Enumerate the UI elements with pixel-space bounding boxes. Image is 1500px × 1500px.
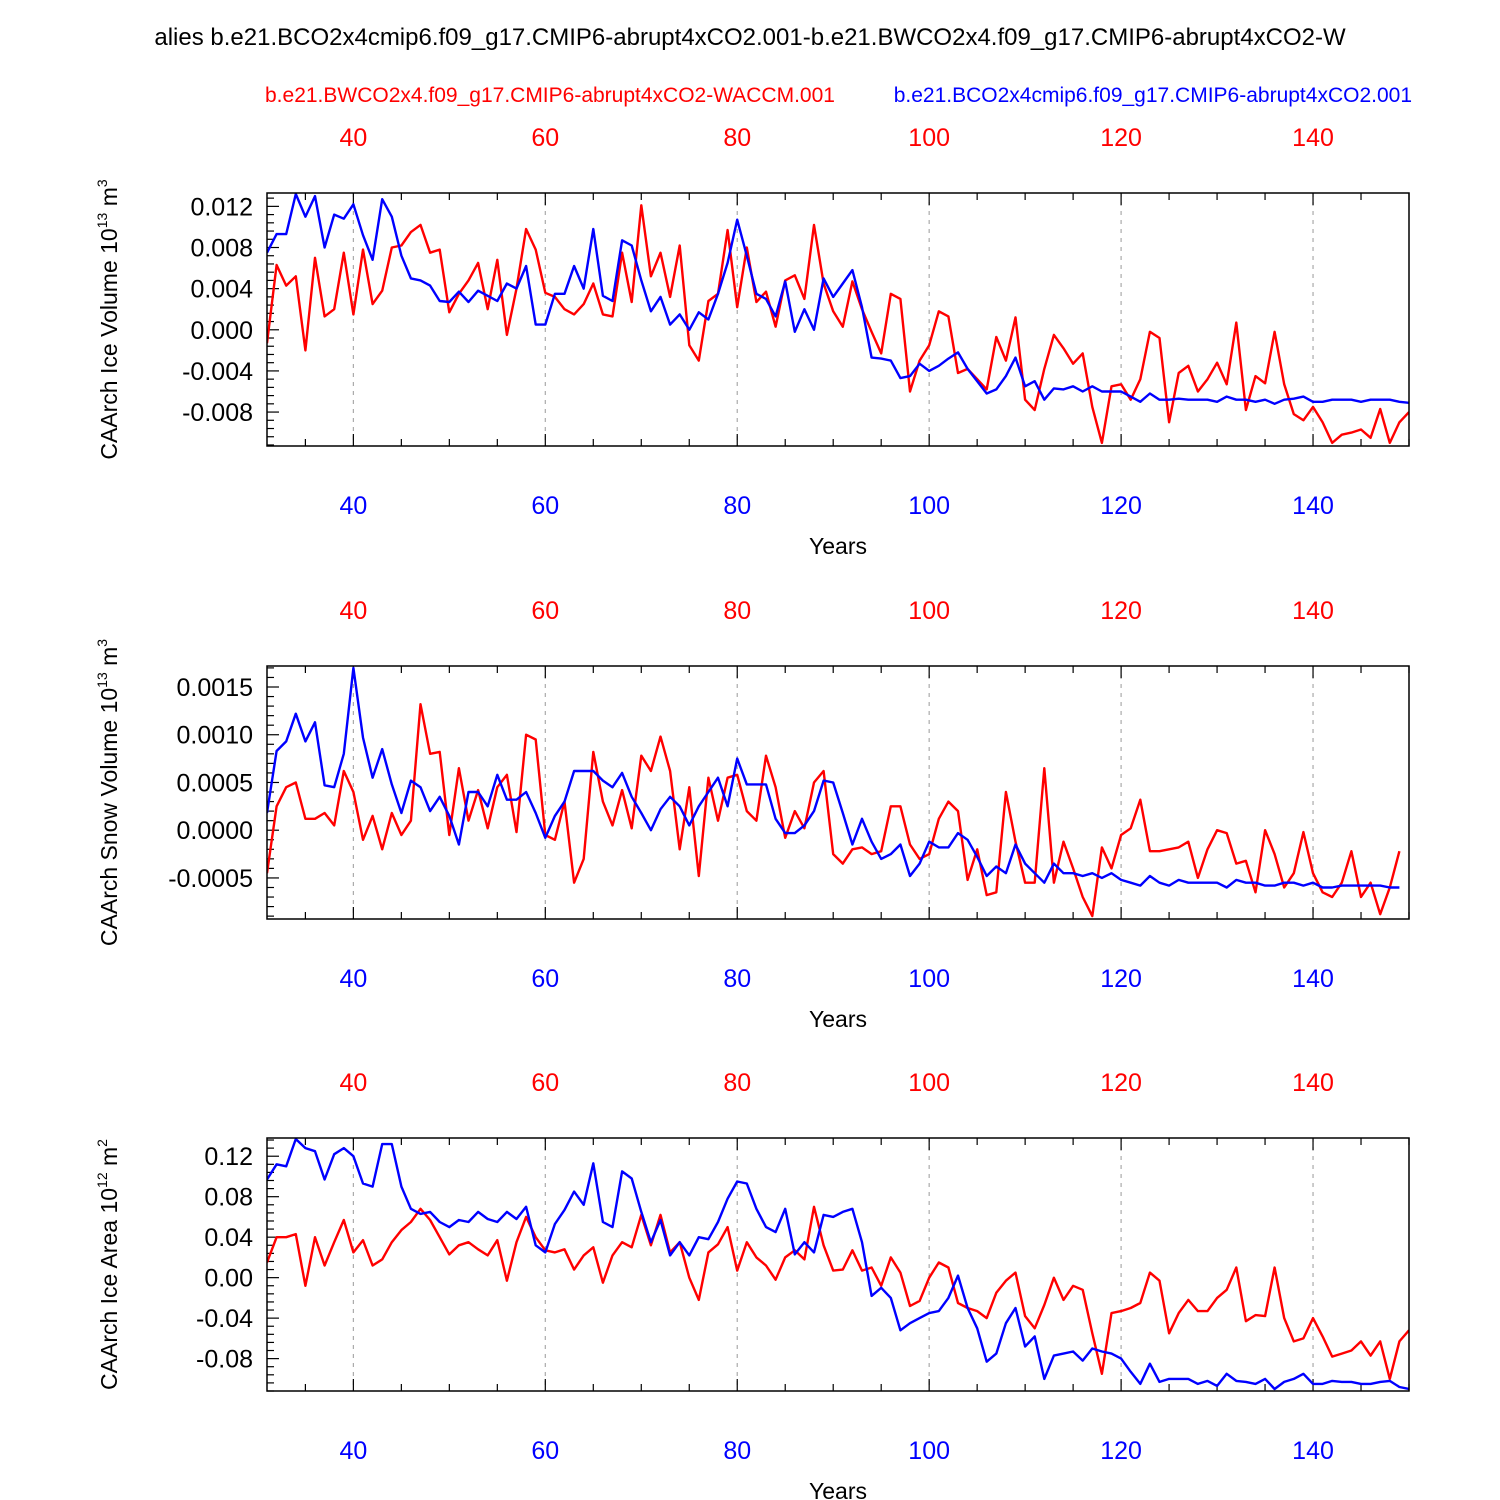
y-tick-label: -0.008 [182,399,253,427]
y-tick-label: 0.008 [190,235,253,263]
x-tick-label-bottom: 80 [723,492,751,520]
y-tick-label: 0.04 [204,1224,253,1252]
x-tick-label-top: 60 [531,1069,559,1097]
x-tick-label-top: 120 [1100,124,1142,152]
x-tick-label-top: 80 [723,1069,751,1097]
x-tick-label-bottom: 100 [908,492,950,520]
y-tick-label: 0.012 [190,193,253,221]
y-tick-label: -0.004 [182,358,253,386]
plot-frame [266,192,1410,447]
x-tick-label-bottom: 120 [1100,492,1142,520]
x-axis-label: Years [809,1478,867,1500]
y-tick-label: -0.04 [196,1305,253,1333]
panel-2: 0.0015 0.0010 0.0005 0.0000 -0.0005 40 40 60 60 8… [94,597,1410,1032]
x-tick-label-top: 100 [908,124,950,152]
x-tick-label-top: 140 [1292,124,1334,152]
y-tick-label: -0.08 [196,1346,253,1374]
x-tick-label-bottom: 120 [1100,965,1142,993]
x-tick-label-bottom: 120 [1100,1437,1142,1465]
x-tick-label-top: 100 [908,597,950,625]
x-tick-label-bottom: 100 [908,1437,950,1465]
series-line-red [267,703,1401,918]
y-tick-label: 0.0005 [177,769,253,797]
x-axis-label: Years [809,1006,867,1032]
x-tick-label-bottom: 140 [1292,1437,1334,1465]
x-tick-label-bottom: 40 [339,492,367,520]
y-tick-label: 0.0010 [177,722,253,750]
x-tick-label-top: 40 [339,124,367,152]
y-tick-label: 0.004 [190,276,253,304]
y-tick-label: 0.0000 [177,817,253,845]
x-tick-label-top: 60 [531,124,559,152]
legend-blue-label: b.e21.BCO2x4cmip6.f09_g17.CMIP6-abrupt4x… [894,84,1412,107]
series-line-red [267,204,1409,445]
series-line-blue [267,666,1400,889]
x-tick-label-top: 120 [1100,597,1142,625]
y-axis-label: CAArch Snow Volume 1013 m3 [94,639,122,946]
x-tick-label-bottom: 60 [531,1437,559,1465]
x-tick-label-bottom: 100 [908,965,950,993]
x-tick-label-bottom: 140 [1292,965,1334,993]
x-tick-label-bottom: 140 [1292,492,1334,520]
x-tick-label-top: 60 [531,597,559,625]
x-tick-label-top: 140 [1292,597,1334,625]
x-tick-label-bottom: 80 [723,965,751,993]
y-tick-label: 0.000 [190,317,253,345]
x-tick-label-top: 80 [723,124,751,152]
panel-1: 0.012 0.008 0.004 0.000 -0.004 -0.008 40 40 60 60… [94,124,1410,559]
plot-frame [266,665,1410,920]
x-tick-label-top: 120 [1100,1069,1142,1097]
x-tick-label-top: 80 [723,597,751,625]
y-tick-label: 0.00 [204,1265,253,1293]
x-tick-label-top: 40 [339,597,367,625]
y-tick-label: 0.12 [204,1143,253,1171]
x-tick-label-top: 40 [339,1069,367,1097]
x-tick-label-bottom: 40 [339,1437,367,1465]
y-tick-label: 0.0015 [177,674,253,702]
x-tick-label-bottom: 40 [339,965,367,993]
plot-frame [266,1137,1410,1392]
x-tick-label-bottom: 60 [531,965,559,993]
x-tick-label-bottom: 60 [531,492,559,520]
x-tick-label-top: 100 [908,1069,950,1097]
x-axis-label: Years [809,533,867,559]
series-line-red [267,1205,1409,1381]
panel-3: 0.12 0.08 0.04 0.00 -0.04 -0.08 40 40 60 60 80 80 10… [94,1069,1410,1500]
figure-title: alies b.e21.BCO2x4cmip6.f09_g17.CMIP6-ab… [154,24,1346,51]
panels: 0.012 0.008 0.004 0.000 -0.004 -0.008 40 40 60 60… [94,124,1410,1500]
y-tick-label: 0.08 [204,1184,253,1212]
series-line-blue [267,193,1409,405]
y-axis-label: CAArch Ice Area 1012 m2 [94,1139,122,1390]
legend-red-label: b.e21.BWCO2x4.f09_g17.CMIP6-abrupt4xCO2-… [265,84,835,107]
x-tick-label-bottom: 80 [723,1437,751,1465]
y-axis-label: CAArch Ice Volume 1013 m3 [94,179,122,460]
y-tick-label: -0.0005 [168,865,253,893]
series-line-blue [267,1138,1409,1391]
x-tick-label-top: 140 [1292,1069,1334,1097]
